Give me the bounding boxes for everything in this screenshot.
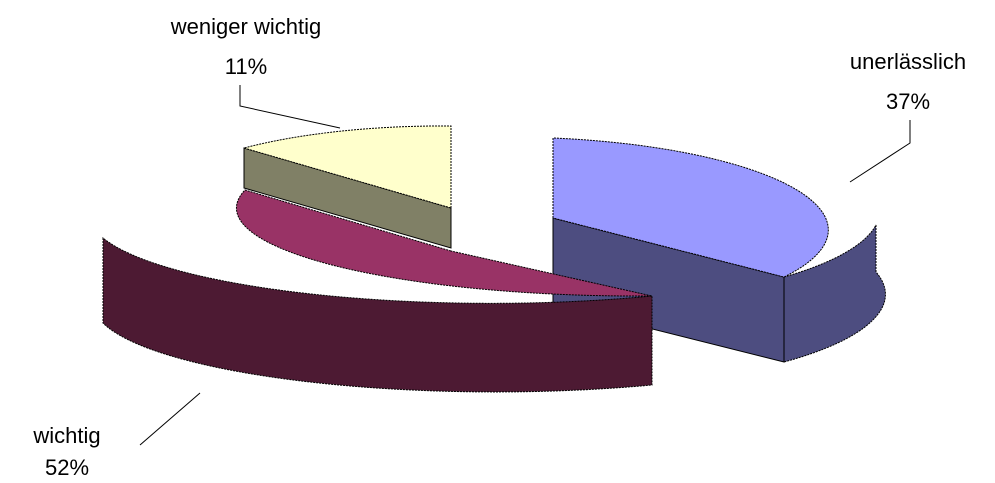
slice-weniger-wichtig <box>242 125 452 249</box>
leader-line-wichtig <box>139 392 201 446</box>
leader-line-unerlaesslich <box>849 120 911 183</box>
label-wichtig-name: wichtig <box>32 423 100 448</box>
label-weniger-wichtig-percent: 11% <box>225 54 267 79</box>
slice-unerlaesslich-top <box>552 137 829 278</box>
slice-wichtig <box>102 189 653 393</box>
slice-wichtig-top <box>235 189 653 297</box>
slice-wichtig-side <box>102 236 653 393</box>
label-wichtig-percent: 52% <box>45 455 89 480</box>
slice-unerlaesslich-outer-side <box>783 224 886 363</box>
label-weniger-wichtig-name: weniger wichtig <box>170 14 321 39</box>
slice-weniger-wichtig-top <box>242 125 452 209</box>
label-unerlaesslich-name: unerlässlich <box>850 49 966 74</box>
slice-unerlaesslich <box>552 137 886 363</box>
label-unerlaesslich-percent: 37% <box>886 89 930 114</box>
leader-line-weniger-wichtig <box>239 85 341 129</box>
